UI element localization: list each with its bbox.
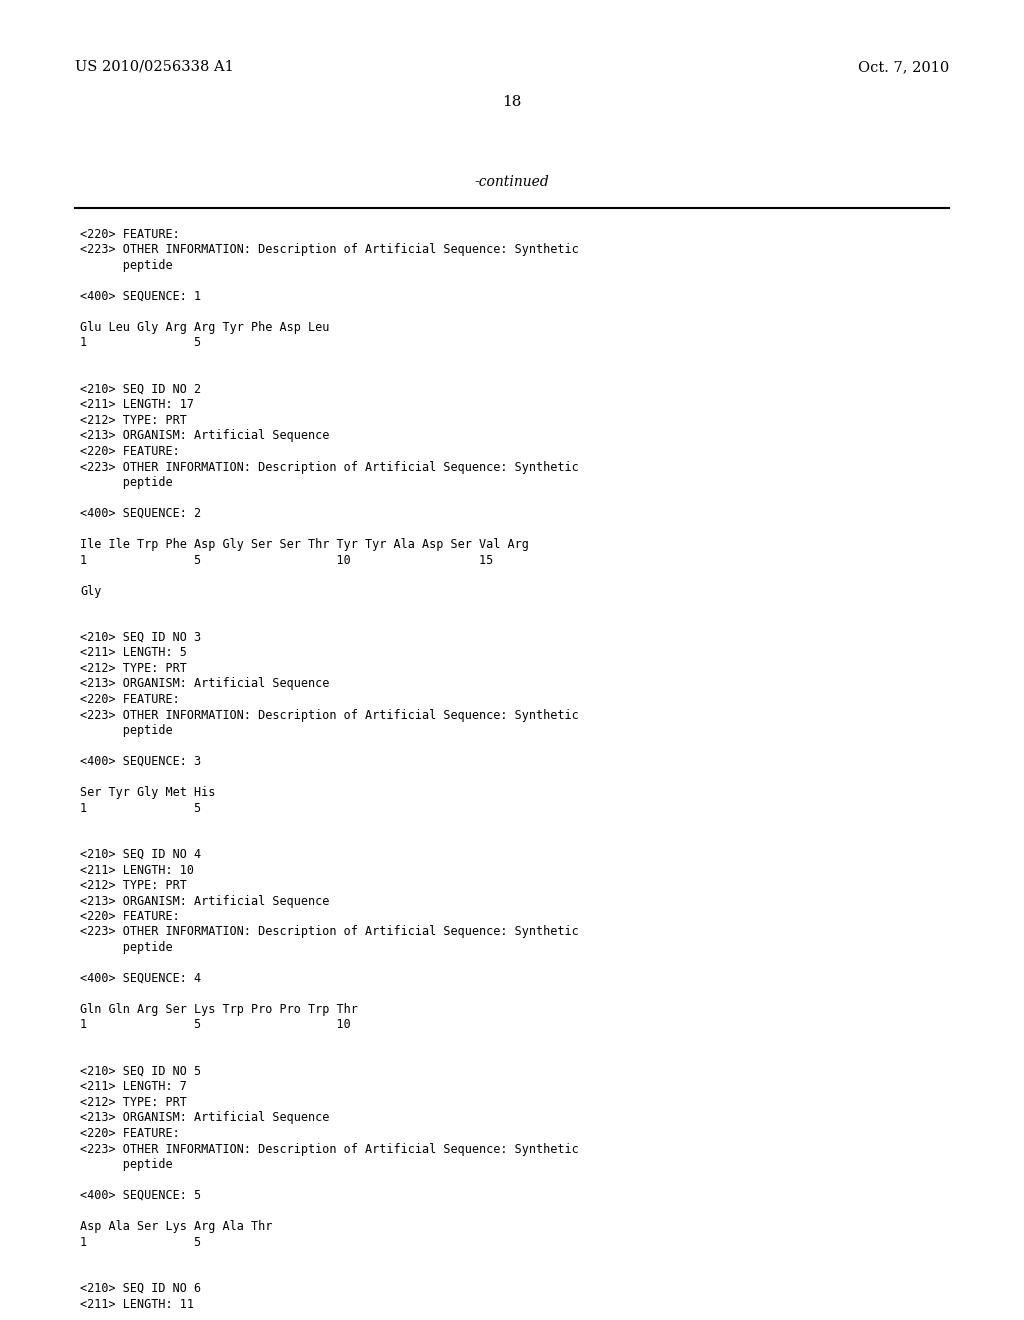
Text: peptide: peptide [80,941,173,954]
Text: <213> ORGANISM: Artificial Sequence: <213> ORGANISM: Artificial Sequence [80,895,330,908]
Text: Ser Tyr Gly Met His: Ser Tyr Gly Met His [80,785,215,799]
Text: <220> FEATURE:: <220> FEATURE: [80,228,180,242]
Text: <211> LENGTH: 17: <211> LENGTH: 17 [80,399,194,412]
Text: Gly: Gly [80,585,101,598]
Text: <211> LENGTH: 10: <211> LENGTH: 10 [80,863,194,876]
Text: Asp Ala Ser Lys Arg Ala Thr: Asp Ala Ser Lys Arg Ala Thr [80,1220,272,1233]
Text: US 2010/0256338 A1: US 2010/0256338 A1 [75,59,233,74]
Text: 1               5                   10: 1 5 10 [80,1019,351,1031]
Text: <400> SEQUENCE: 4: <400> SEQUENCE: 4 [80,972,201,985]
Text: 1               5: 1 5 [80,337,201,350]
Text: <400> SEQUENCE: 3: <400> SEQUENCE: 3 [80,755,201,768]
Text: <213> ORGANISM: Artificial Sequence: <213> ORGANISM: Artificial Sequence [80,677,330,690]
Text: <400> SEQUENCE: 2: <400> SEQUENCE: 2 [80,507,201,520]
Text: peptide: peptide [80,477,173,488]
Text: <211> LENGTH: 11: <211> LENGTH: 11 [80,1298,194,1311]
Text: 1               5: 1 5 [80,1236,201,1249]
Text: -continued: -continued [475,176,549,189]
Text: <220> FEATURE:: <220> FEATURE: [80,1127,180,1140]
Text: <400> SEQUENCE: 1: <400> SEQUENCE: 1 [80,290,201,304]
Text: <210> SEQ ID NO 4: <210> SEQ ID NO 4 [80,847,201,861]
Text: <220> FEATURE:: <220> FEATURE: [80,445,180,458]
Text: <212> TYPE: PRT: <212> TYPE: PRT [80,663,186,675]
Text: <212> TYPE: PRT: <212> TYPE: PRT [80,414,186,426]
Text: <212> TYPE: PRT: <212> TYPE: PRT [80,879,186,892]
Text: Ile Ile Trp Phe Asp Gly Ser Ser Thr Tyr Tyr Ala Asp Ser Val Arg: Ile Ile Trp Phe Asp Gly Ser Ser Thr Tyr … [80,539,528,550]
Text: <223> OTHER INFORMATION: Description of Artificial Sequence: Synthetic: <223> OTHER INFORMATION: Description of … [80,925,579,939]
Text: <211> LENGTH: 5: <211> LENGTH: 5 [80,647,186,660]
Text: <210> SEQ ID NO 6: <210> SEQ ID NO 6 [80,1282,201,1295]
Text: <213> ORGANISM: Artificial Sequence: <213> ORGANISM: Artificial Sequence [80,429,330,442]
Text: <223> OTHER INFORMATION: Description of Artificial Sequence: Synthetic: <223> OTHER INFORMATION: Description of … [80,1143,579,1155]
Text: <400> SEQUENCE: 5: <400> SEQUENCE: 5 [80,1189,201,1203]
Text: Gln Gln Arg Ser Lys Trp Pro Pro Trp Thr: Gln Gln Arg Ser Lys Trp Pro Pro Trp Thr [80,1003,357,1016]
Text: <212> TYPE: PRT: <212> TYPE: PRT [80,1096,186,1109]
Text: <210> SEQ ID NO 5: <210> SEQ ID NO 5 [80,1065,201,1078]
Text: peptide: peptide [80,723,173,737]
Text: 1               5: 1 5 [80,801,201,814]
Text: <223> OTHER INFORMATION: Description of Artificial Sequence: Synthetic: <223> OTHER INFORMATION: Description of … [80,243,579,256]
Text: Oct. 7, 2010: Oct. 7, 2010 [858,59,949,74]
Text: 1               5                   10                  15: 1 5 10 15 [80,553,494,566]
Text: <213> ORGANISM: Artificial Sequence: <213> ORGANISM: Artificial Sequence [80,1111,330,1125]
Text: <220> FEATURE:: <220> FEATURE: [80,693,180,706]
Text: <223> OTHER INFORMATION: Description of Artificial Sequence: Synthetic: <223> OTHER INFORMATION: Description of … [80,461,579,474]
Text: <210> SEQ ID NO 2: <210> SEQ ID NO 2 [80,383,201,396]
Text: peptide: peptide [80,259,173,272]
Text: peptide: peptide [80,1158,173,1171]
Text: Glu Leu Gly Arg Arg Tyr Phe Asp Leu: Glu Leu Gly Arg Arg Tyr Phe Asp Leu [80,321,330,334]
Text: <223> OTHER INFORMATION: Description of Artificial Sequence: Synthetic: <223> OTHER INFORMATION: Description of … [80,709,579,722]
Text: <211> LENGTH: 7: <211> LENGTH: 7 [80,1081,186,1093]
Text: 18: 18 [503,95,521,110]
Text: <220> FEATURE:: <220> FEATURE: [80,909,180,923]
Text: <210> SEQ ID NO 3: <210> SEQ ID NO 3 [80,631,201,644]
